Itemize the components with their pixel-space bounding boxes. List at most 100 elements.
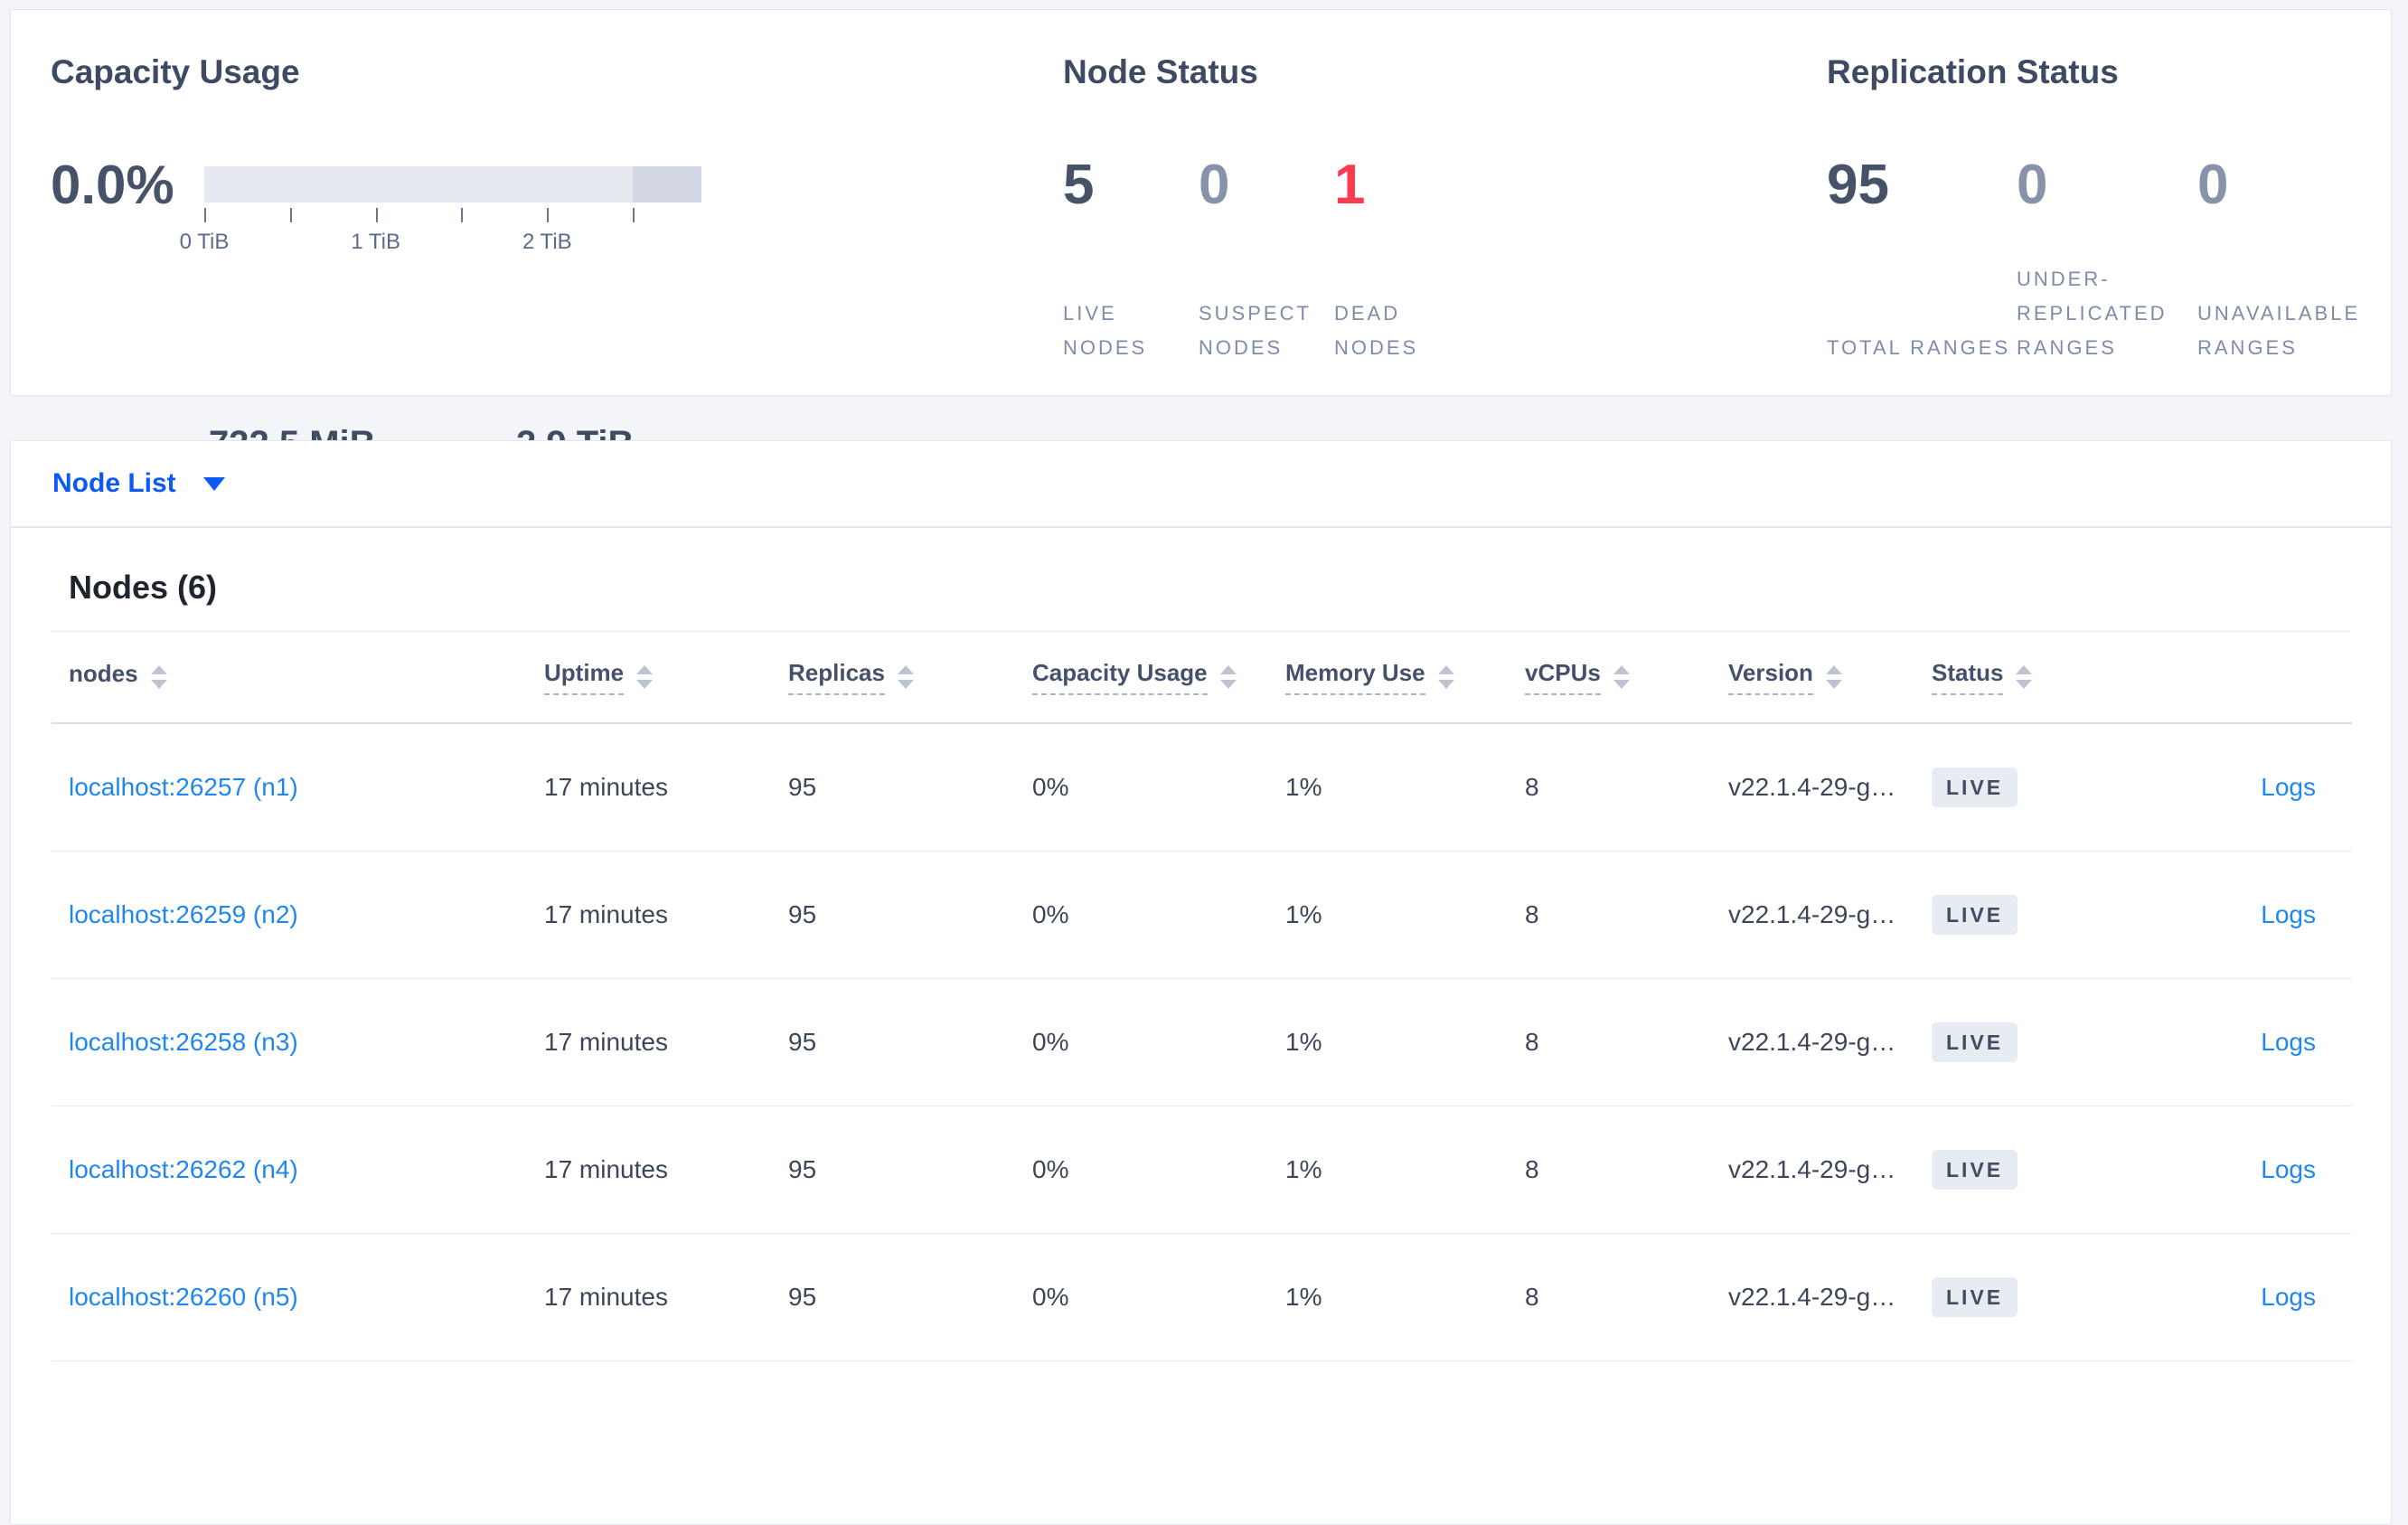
capacity-axis-tick (289, 208, 292, 222)
unavailable-ranges-label: UNAVAILABLE RANGES (2197, 302, 2361, 359)
table-row: localhost:26257 (n1) 17 minutes 95 0% 1%… (52, 723, 2352, 852)
table-row: localhost:26260 (n5) 17 minutes 95 0% 1%… (52, 1233, 2352, 1361)
vcpus-cell: 8 (1525, 723, 1728, 852)
capacity-usage-title: Capacity Usage (51, 53, 300, 90)
logs-link[interactable]: Logs (2261, 900, 2316, 928)
vcpus-cell: 8 (1525, 978, 1728, 1106)
capacity-percent-used: 0.0% (51, 155, 174, 215)
under-replicated-ranges-metric: 0 UNDER-REPLICATED RANGES (2017, 153, 2197, 365)
replication-status-title: Replication Status (1827, 53, 2119, 90)
capacity-usage-cell: 0% (1032, 723, 1285, 852)
memory-use-cell: 1% (1285, 1233, 1525, 1361)
vcpus-cell: 8 (1525, 851, 1728, 979)
memory-use-cell: 1% (1285, 978, 1525, 1106)
live-nodes-count: 5 (1063, 154, 1095, 216)
sort-icon[interactable] (636, 665, 653, 689)
memory-use-cell: 1% (1285, 851, 1525, 979)
sort-icon[interactable] (151, 665, 167, 689)
node-list-panel: Node List Nodes (6) nodes Uptime (10, 440, 2392, 1525)
capacity-axis-label: 1 TiB (351, 230, 400, 254)
status-badge: LIVE (1932, 767, 2018, 807)
cluster-summary-card: Capacity Usage 0.0% 0 TiB 1 TiB 2 TiB US… (10, 9, 2392, 464)
live-nodes-label: LIVE NODES (1063, 302, 1148, 359)
memory-use-cell: 1% (1285, 723, 1525, 852)
node-status-section: Node Status 5 LIVE NODES 0 SUSPECT NODES… (1063, 46, 1696, 365)
table-header-row: nodes Uptime Replicas Capacity Usage Mem… (52, 632, 2352, 724)
version-cell: v22.1.4-29-g… (1728, 1106, 1932, 1234)
column-header-vcpus[interactable]: vCPUs (1525, 632, 1728, 724)
total-ranges-metric: 95 TOTAL RANGES (1827, 153, 2017, 365)
node-link[interactable]: localhost:26260 (n5) (69, 1283, 298, 1311)
chevron-down-icon (202, 476, 225, 491)
capacity-meter: 0.0% 0 TiB 1 TiB 2 TiB USED 732.5 MiB US… (51, 153, 756, 464)
sort-icon[interactable] (2016, 665, 2032, 689)
column-header-replicas[interactable]: Replicas (788, 632, 1032, 724)
node-link[interactable]: localhost:26257 (n1) (69, 773, 298, 801)
capacity-usage-cell: 0% (1032, 978, 1285, 1106)
dead-nodes-count: 1 (1334, 154, 1366, 216)
version-cell: v22.1.4-29-g… (1728, 1233, 1932, 1361)
capacity-axis-label: 0 TiB (179, 230, 230, 254)
nodes-count-heading: Nodes (6) (69, 569, 218, 606)
node-list-dropdown-label[interactable]: Node List (52, 468, 176, 498)
uptime-cell: 17 minutes (544, 978, 788, 1106)
column-header-version[interactable]: Version (1728, 632, 1932, 724)
logs-link[interactable]: Logs (2261, 1283, 2316, 1311)
replicas-cell: 95 (788, 723, 1032, 852)
replication-status-section: Replication Status 95 TOTAL RANGES 0 UND… (1827, 46, 2408, 365)
replicas-cell: 95 (788, 851, 1032, 979)
sort-icon[interactable] (898, 665, 914, 689)
column-header-status[interactable]: Status (1932, 632, 2140, 724)
replicas-cell: 95 (788, 1233, 1032, 1361)
under-replicated-ranges-label: UNDER-REPLICATED RANGES (2017, 268, 2168, 359)
capacity-usage-cell: 0% (1032, 1106, 1285, 1234)
logs-link[interactable]: Logs (2261, 1155, 2316, 1183)
column-header-logs (2140, 632, 2352, 724)
column-header-uptime[interactable]: Uptime (544, 632, 788, 724)
capacity-axis-tick (204, 208, 206, 222)
node-link[interactable]: localhost:26259 (n2) (69, 900, 298, 928)
live-nodes-metric: 5 LIVE NODES (1063, 153, 1199, 365)
unavailable-ranges-count: 0 (2197, 154, 2229, 216)
table-row: localhost:26258 (n3) 17 minutes 95 0% 1%… (52, 978, 2352, 1106)
capacity-axis-tick (461, 208, 464, 222)
column-header-nodes[interactable]: nodes (52, 632, 544, 724)
version-cell: v22.1.4-29-g… (1728, 978, 1932, 1106)
sort-icon[interactable] (1826, 665, 1842, 689)
vcpus-cell: 8 (1525, 1106, 1728, 1234)
cluster-overview-page: { "colors": { "accent_blue": "#0b5af5", … (0, 0, 2408, 1378)
table-row: localhost:26262 (n4) 17 minutes 95 0% 1%… (52, 1106, 2352, 1234)
column-header-memory-use[interactable]: Memory Use (1285, 632, 1525, 724)
logs-link[interactable]: Logs (2261, 1028, 2316, 1056)
capacity-axis-tick (633, 208, 635, 222)
total-ranges-label: TOTAL RANGES (1827, 336, 2011, 359)
capacity-usage-section: Capacity Usage 0.0% 0 TiB 1 TiB 2 TiB US… (51, 46, 756, 464)
under-replicated-ranges-count: 0 (2017, 154, 2048, 216)
sort-icon[interactable] (1220, 665, 1237, 689)
version-cell: v22.1.4-29-g… (1728, 723, 1932, 852)
total-ranges-count: 95 (1827, 154, 1889, 216)
capacity-bar-tail-segment (633, 166, 701, 202)
capacity-axis-tick (375, 208, 378, 222)
node-list-view-dropdown[interactable]: Node List (11, 441, 2391, 528)
replicas-cell: 95 (788, 1106, 1032, 1234)
column-header-capacity-usage[interactable]: Capacity Usage (1032, 632, 1285, 724)
node-status-title: Node Status (1063, 53, 1258, 90)
node-link[interactable]: localhost:26258 (n3) (69, 1028, 298, 1056)
suspect-nodes-count: 0 (1199, 154, 1230, 216)
replicas-cell: 95 (788, 978, 1032, 1106)
capacity-usage-cell: 0% (1032, 851, 1285, 979)
nodes-table: nodes Uptime Replicas Capacity Usage Mem… (52, 631, 2352, 1361)
sort-icon[interactable] (1613, 665, 1630, 689)
unavailable-ranges-metric: 0 UNAVAILABLE RANGES (2197, 153, 2408, 365)
table-row: localhost:26259 (n2) 17 minutes 95 0% 1%… (52, 851, 2352, 979)
version-cell: v22.1.4-29-g… (1728, 851, 1932, 979)
status-badge: LIVE (1932, 1022, 2018, 1062)
logs-link[interactable]: Logs (2261, 773, 2316, 801)
node-link[interactable]: localhost:26262 (n4) (69, 1155, 298, 1183)
capacity-bar-track (204, 166, 701, 202)
dead-nodes-metric: 1 DEAD NODES (1334, 153, 1470, 365)
uptime-cell: 17 minutes (544, 723, 788, 852)
suspect-nodes-metric: 0 SUSPECT NODES (1199, 153, 1334, 365)
sort-icon[interactable] (1438, 665, 1454, 689)
